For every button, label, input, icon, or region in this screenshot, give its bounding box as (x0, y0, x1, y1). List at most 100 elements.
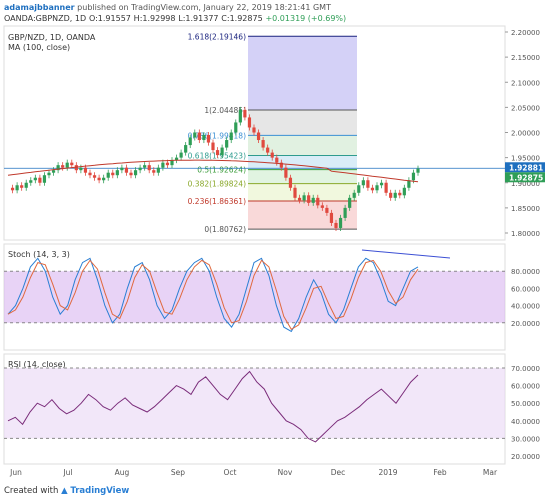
candle-body (261, 140, 265, 148)
stoch-band (4, 271, 505, 323)
candle-body (411, 172, 416, 181)
stoch-axis-label: 60.0000 (511, 285, 540, 293)
time-axis-label: Dec (331, 468, 346, 477)
stoch-d-line (7, 259, 419, 330)
candle-body (366, 180, 370, 188)
rsi-axis-label: 20.0000 (511, 453, 540, 461)
author-link[interactable]: adamajbbanner (4, 3, 75, 12)
rsi-axis-label: 70.0000 (511, 365, 540, 373)
divergence-line (361, 249, 451, 259)
close-price-tag (505, 172, 545, 183)
candle-body (402, 187, 406, 196)
fib-zone (248, 109, 357, 136)
candle-body (129, 172, 133, 176)
candle-body (302, 195, 306, 201)
rsi-axis-label: 40.0000 (511, 418, 540, 426)
candle-body (398, 192, 402, 196)
rsi-line (7, 370, 419, 443)
stoch-axis-label: 40.0000 (511, 303, 540, 311)
candle-body (293, 187, 297, 198)
fib-label: 0.618(1.95423) (188, 151, 246, 160)
footer: Created with ▲ TradingView (4, 486, 129, 496)
time-axis-label: Nov (278, 468, 293, 477)
candle-body (56, 165, 60, 171)
candle-body (29, 180, 33, 183)
candle-body (334, 222, 338, 228)
current-price-tag (505, 162, 545, 173)
fib-label: 0.382(1.89824) (188, 180, 246, 189)
candle-body (152, 170, 156, 173)
time-axis-label: Feb (433, 468, 447, 477)
candle-body (83, 167, 88, 173)
chart-canvas[interactable]: 1.618(2.19146) 1(2.04485) 0.786(1.99418) 0.… (0, 0, 545, 486)
time-axis-label: Jun (9, 468, 22, 477)
rsi-band (4, 368, 505, 439)
candle-body (279, 162, 283, 168)
candle-body (147, 165, 151, 171)
price-axis-label: 1.80000 (511, 230, 540, 238)
candle-body (42, 175, 47, 183)
candle-body (88, 172, 92, 176)
fib-zone (248, 36, 357, 110)
candle-body (229, 132, 233, 141)
candle-body (407, 180, 411, 188)
time-axis-label: Aug (115, 468, 130, 477)
candle-body (393, 192, 397, 198)
stoch-axis-label: 80.0000 (511, 268, 540, 276)
candle-body (243, 109, 247, 118)
footer-prefix: Created with (4, 486, 59, 496)
candle-body (361, 180, 365, 186)
price-axis-label: 2.15000 (511, 54, 540, 62)
candle-body (256, 132, 261, 141)
publish-info: adamajbbanner published on TradingView.c… (4, 3, 331, 12)
tradingview-logo-icon: ▲ (61, 486, 68, 496)
publish-text: published on TradingView.com, January 22… (77, 3, 331, 12)
candle-body (206, 135, 211, 143)
fib-label: 0.236(1.86361) (188, 197, 246, 206)
fib-zone (248, 183, 357, 202)
candle-body (338, 217, 343, 228)
time-axis-label: Jul (62, 468, 72, 477)
candle-body (120, 167, 124, 171)
candle-body (193, 132, 197, 138)
tradingview-link[interactable]: TradingView (70, 486, 130, 496)
candle-body (247, 117, 252, 128)
candle-body (124, 167, 129, 173)
candle-body (92, 175, 97, 178)
candle-body (38, 177, 42, 183)
ma-line (7, 159, 419, 183)
candle-body (370, 187, 375, 191)
candle-body (111, 172, 115, 176)
candle-body (51, 170, 56, 173)
candle-body (329, 212, 334, 223)
time-axis-label: Sep (171, 468, 185, 477)
stoch-k-line (7, 257, 419, 333)
candle-body (352, 192, 356, 198)
candle-body (343, 207, 347, 218)
candle-body (184, 145, 188, 153)
candle-body (357, 185, 361, 193)
rsi-axis-label: 30.0000 (511, 435, 540, 443)
fib-label: 0(1.80762) (204, 225, 246, 234)
time-axis-label: 2019 (378, 468, 397, 477)
candle-body (70, 162, 74, 166)
candle-body (156, 167, 160, 173)
candle-body (138, 167, 142, 171)
candle-body (270, 152, 274, 158)
candle-body (384, 182, 388, 193)
candle-body (202, 135, 206, 141)
rsi-axis-label: 50.0000 (511, 400, 540, 408)
candle-body (297, 197, 302, 201)
close-value: C:1.92875 (221, 14, 263, 23)
candle-body (284, 167, 288, 178)
symbol-label[interactable]: OANDA:GBPNZD, 1D (4, 14, 87, 23)
price-axis-label: 1.90000 (511, 180, 540, 188)
price-axis-label: 1.95000 (511, 155, 540, 163)
candle-body (311, 197, 315, 203)
low-value: L:1.91377 (178, 14, 219, 23)
candle-body (133, 170, 138, 176)
price-axis-label: 2.10000 (511, 79, 540, 87)
change-value: +0.01319 (+0.69%) (265, 14, 347, 23)
stoch-axis-label: 20.0000 (511, 320, 540, 328)
candle-body (348, 197, 352, 208)
